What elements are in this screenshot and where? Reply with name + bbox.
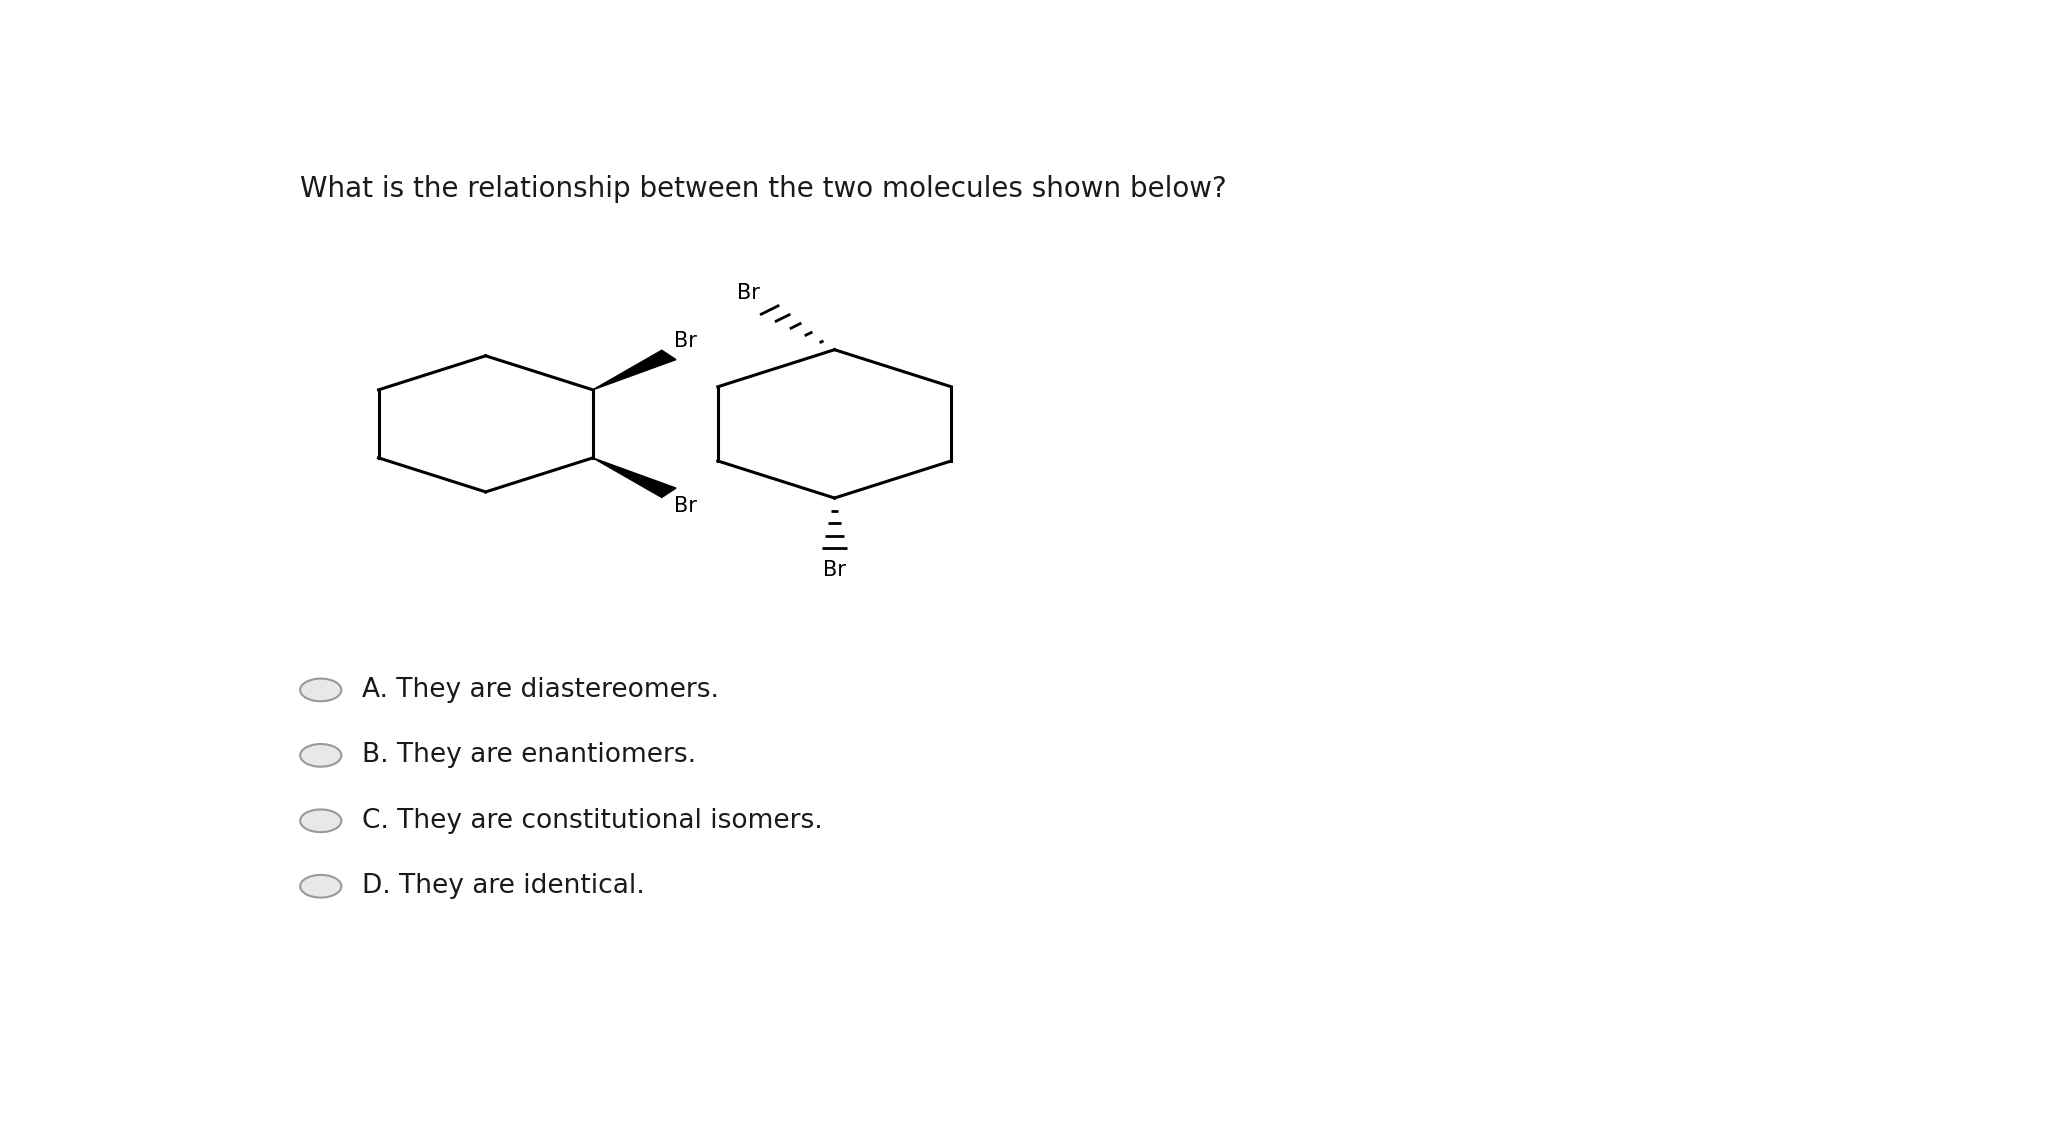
Polygon shape	[593, 350, 675, 390]
Text: What is the relationship between the two molecules shown below?: What is the relationship between the two…	[301, 176, 1228, 203]
Circle shape	[301, 875, 342, 897]
Text: D. They are identical.: D. They are identical.	[362, 874, 644, 900]
Polygon shape	[593, 458, 675, 497]
Text: Br: Br	[737, 283, 759, 304]
Text: B. They are enantiomers.: B. They are enantiomers.	[362, 742, 696, 768]
Circle shape	[301, 809, 342, 832]
Text: Br: Br	[673, 496, 696, 517]
Text: A. They are diastereomers.: A. They are diastereomers.	[362, 676, 718, 702]
Text: Br: Br	[822, 560, 845, 580]
Circle shape	[301, 679, 342, 701]
Circle shape	[301, 744, 342, 767]
Text: Br: Br	[673, 332, 696, 351]
Text: C. They are constitutional isomers.: C. They are constitutional isomers.	[362, 808, 822, 834]
